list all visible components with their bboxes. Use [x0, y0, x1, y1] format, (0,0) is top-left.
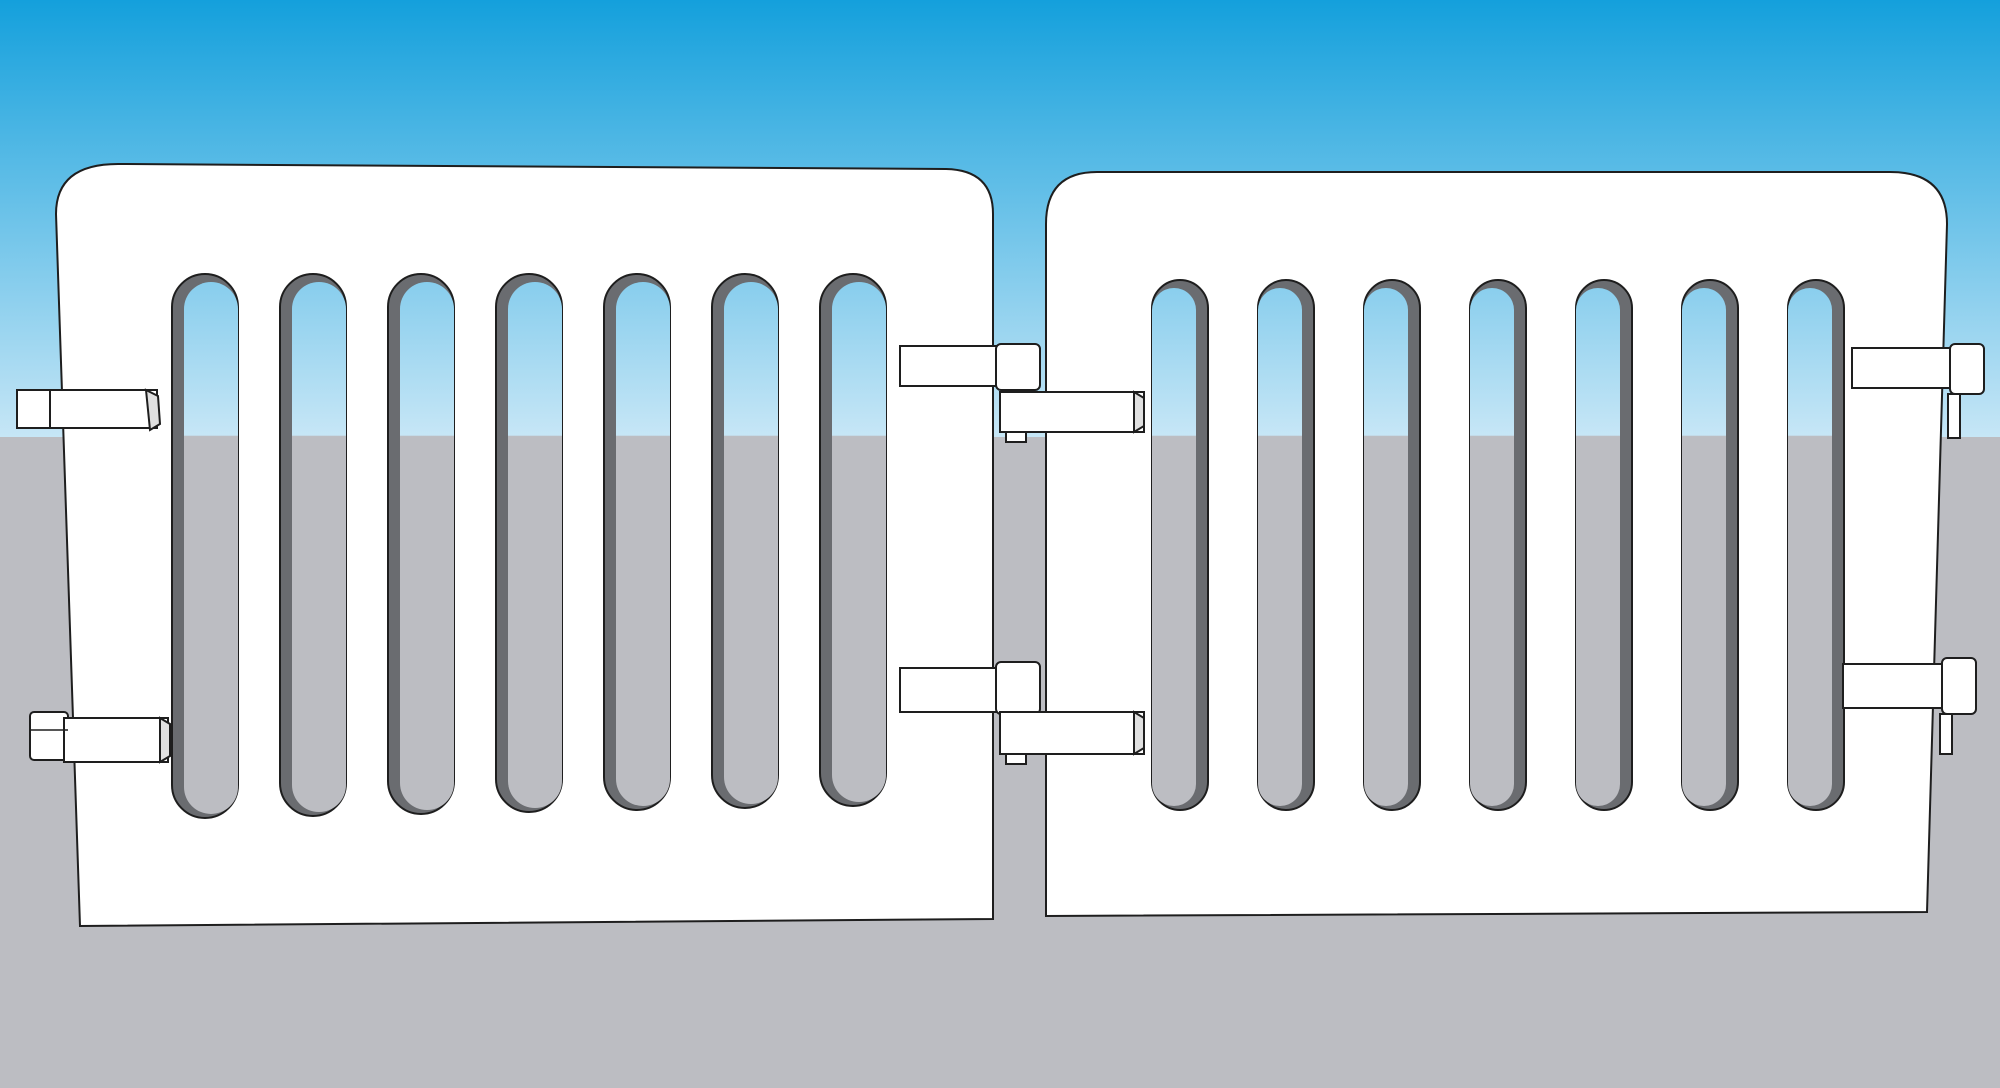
right-slot-7 — [1787, 279, 1845, 811]
left-slot-2 — [279, 273, 347, 817]
left-slot-1 — [171, 273, 239, 819]
center-hinge-assembly — [899, 343, 1145, 765]
center-lower-hinge — [899, 661, 1145, 765]
right-slot-5 — [1575, 279, 1633, 811]
left-slot-group — [171, 273, 887, 819]
right-lower-hinge — [1842, 657, 1977, 755]
right-slot-3 — [1363, 279, 1421, 811]
center-upper-hinge — [899, 343, 1145, 443]
left-slot-6 — [711, 273, 779, 809]
left-slot-4 — [495, 273, 563, 813]
left-slot-3 — [387, 273, 455, 815]
left-gate-panel — [16, 162, 994, 928]
left-slot-5 — [603, 273, 671, 811]
right-slot-6 — [1681, 279, 1739, 811]
right-slot-4 — [1469, 279, 1527, 811]
right-slot-1 — [1151, 279, 1209, 811]
right-upper-hinge — [1851, 343, 1985, 439]
left-upper-hinge — [16, 388, 162, 432]
left-slot-7 — [819, 273, 887, 807]
right-slot-2 — [1257, 279, 1315, 811]
left-lower-hinge — [29, 711, 171, 764]
right-gate-panel — [1045, 171, 1985, 918]
right-slot-group — [1151, 279, 1845, 811]
